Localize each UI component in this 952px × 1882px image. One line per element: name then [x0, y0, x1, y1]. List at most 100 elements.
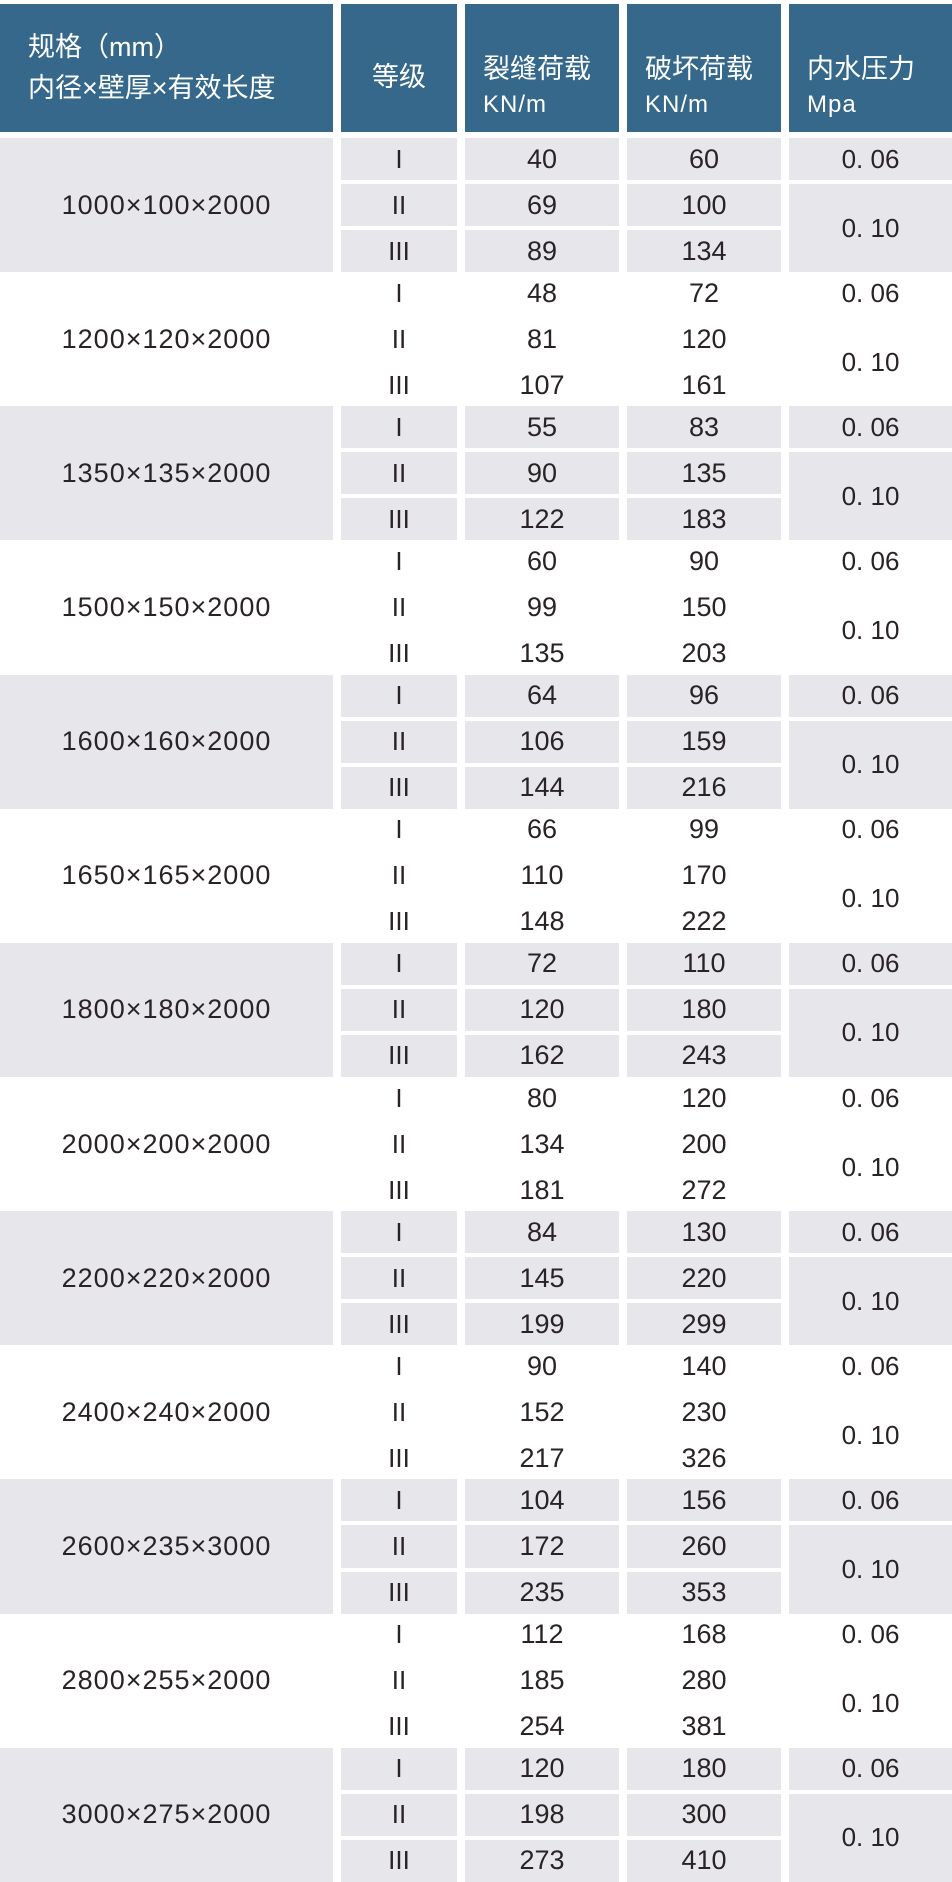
- break-load-cell: 230: [681, 1396, 727, 1427]
- spec-cell: 2200×220×2000: [0, 1211, 333, 1346]
- break-load-cell: 220: [627, 1257, 781, 1300]
- header-pressure-unit: Mpa: [807, 91, 857, 118]
- break-load-cell: 216: [627, 766, 781, 809]
- pressure-cell-grade1: 0. 06: [789, 1211, 952, 1254]
- break-load-cell: 156: [627, 1479, 781, 1522]
- grade-cell: I: [395, 1350, 403, 1381]
- grade-cell: II: [341, 1257, 457, 1300]
- pressure-cell-grade1: 0. 06: [841, 1082, 900, 1113]
- crack-load-cell: 254: [519, 1711, 565, 1742]
- break-load-cell: 96: [627, 674, 781, 717]
- break-load-cell: 130: [627, 1211, 781, 1254]
- pressure-cell-grade23: 0. 10: [841, 883, 900, 914]
- spec-group-row: 1650×165×2000 I II III 66 110 148 99 170…: [0, 809, 952, 943]
- pressure-cell-grade23: 0. 10: [841, 615, 900, 646]
- crack-load-cell: 198: [465, 1793, 619, 1836]
- grade-cell: I: [341, 1479, 457, 1522]
- break-load-cell: 260: [627, 1525, 781, 1568]
- break-load-cell: 135: [627, 452, 781, 495]
- grade-cell: II: [391, 591, 407, 622]
- crack-load-cell: 162: [465, 1034, 619, 1077]
- pressure-cell-grade23: 0. 10: [789, 452, 952, 541]
- grade-cell: I: [341, 942, 457, 985]
- break-load-cell: 180: [627, 988, 781, 1031]
- grade-cell: III: [341, 1303, 457, 1346]
- crack-load-cell: 104: [465, 1479, 619, 1522]
- grade-cell: I: [395, 814, 403, 845]
- grade-cell: I: [341, 406, 457, 449]
- header-spec: 规格（mm） 内径×壁厚×有效长度: [0, 4, 333, 132]
- spec-cell: 1600×160×2000: [0, 674, 333, 809]
- spec-group-row: 3000×275×2000 I II III 120 198 273 180 3…: [0, 1747, 952, 1882]
- grade-cell: II: [341, 720, 457, 763]
- grade-cell: I: [395, 1082, 403, 1113]
- header-pressure: 内水压力 Mpa: [789, 4, 952, 132]
- header-break-load: 破坏荷载 KN/m: [627, 4, 781, 132]
- crack-load-cell: 72: [465, 942, 619, 985]
- spec-group-row: 1350×135×2000 I II III 55 90 122 83 135 …: [0, 406, 952, 541]
- grade-cell: III: [388, 1711, 410, 1742]
- header-break-load-unit: KN/m: [645, 91, 709, 118]
- crack-load-cell: 69: [465, 184, 619, 227]
- spec-group-row: 1500×150×2000 I II III 60 99 135 90 150 …: [0, 540, 952, 674]
- crack-load-cell: 89: [465, 230, 619, 273]
- pressure-cell-grade1: 0. 06: [789, 674, 952, 717]
- crack-load-cell: 181: [519, 1174, 565, 1205]
- crack-load-cell: 48: [526, 277, 558, 308]
- grade-cell: II: [341, 452, 457, 495]
- grade-cell: III: [388, 638, 410, 669]
- crack-load-cell: 60: [526, 545, 558, 576]
- spec-group-row: 2400×240×2000 I II III 90 152 217 140 23…: [0, 1345, 952, 1479]
- break-load-cell: 200: [681, 1128, 727, 1159]
- crack-load-cell: 148: [519, 906, 565, 937]
- pressure-cell-grade1: 0. 06: [789, 1479, 952, 1522]
- grade-cell: III: [388, 906, 410, 937]
- header-pressure-line1: 内水压力: [807, 54, 915, 84]
- break-load-cell: 140: [681, 1350, 727, 1381]
- pressure-cell-grade23: 0. 10: [789, 184, 952, 273]
- crack-load-cell: 144: [465, 766, 619, 809]
- spec-cell: 1000×100×2000: [0, 138, 333, 273]
- break-load-cell: 120: [681, 1082, 727, 1113]
- grade-cell: III: [388, 1174, 410, 1205]
- grade-cell: II: [391, 1396, 407, 1427]
- spec-group-row: 2800×255×2000 I II III 112 185 254 168 2…: [0, 1614, 952, 1748]
- header-grade-label: 等级: [372, 62, 426, 92]
- pressure-cell-grade1: 0. 06: [789, 406, 952, 449]
- crack-load-cell: 145: [465, 1257, 619, 1300]
- pressure-cell-grade1: 0. 06: [841, 277, 900, 308]
- grade-cell: III: [388, 369, 410, 400]
- crack-load-cell: 120: [465, 988, 619, 1031]
- header-grade: 等级: [341, 4, 457, 132]
- spec-cell: 2600×235×3000: [0, 1479, 333, 1614]
- crack-load-cell: 55: [465, 406, 619, 449]
- crack-load-cell: 134: [519, 1128, 565, 1159]
- grade-cell: II: [341, 1793, 457, 1836]
- spec-cell: 1200×120×2000: [61, 323, 272, 354]
- header-crack-load: 裂缝荷载 KN/m: [465, 4, 619, 132]
- spec-group-row: 2600×235×3000 I II III 104 172 235 156 2…: [0, 1479, 952, 1614]
- crack-load-cell: 90: [526, 1350, 558, 1381]
- break-load-cell: 326: [681, 1442, 727, 1473]
- pressure-cell-grade23: 0. 10: [789, 1525, 952, 1614]
- break-load-cell: 99: [688, 814, 720, 845]
- break-load-cell: 72: [688, 277, 720, 308]
- spec-group-row: 2200×220×2000 I II III 84 145 199 130 22…: [0, 1211, 952, 1346]
- pressure-cell-grade1: 0. 06: [789, 138, 952, 181]
- pressure-cell-grade23: 0. 10: [789, 720, 952, 809]
- grade-cell: I: [341, 674, 457, 717]
- crack-load-cell: 199: [465, 1303, 619, 1346]
- break-load-cell: 168: [681, 1619, 727, 1650]
- spec-cell: 1500×150×2000: [61, 591, 272, 622]
- grade-cell: I: [395, 277, 403, 308]
- break-load-cell: 150: [681, 591, 727, 622]
- crack-load-cell: 80: [526, 1082, 558, 1113]
- pressure-cell-grade1: 0. 06: [841, 814, 900, 845]
- break-load-cell: 100: [627, 184, 781, 227]
- header-break-load-line1: 破坏荷载: [645, 54, 753, 84]
- pressure-cell-grade1: 0. 06: [789, 942, 952, 985]
- break-load-cell: 180: [627, 1747, 781, 1790]
- spec-group-row: 1200×120×2000 I II III 48 81 107 72 120 …: [0, 272, 952, 406]
- crack-load-cell: 81: [526, 323, 558, 354]
